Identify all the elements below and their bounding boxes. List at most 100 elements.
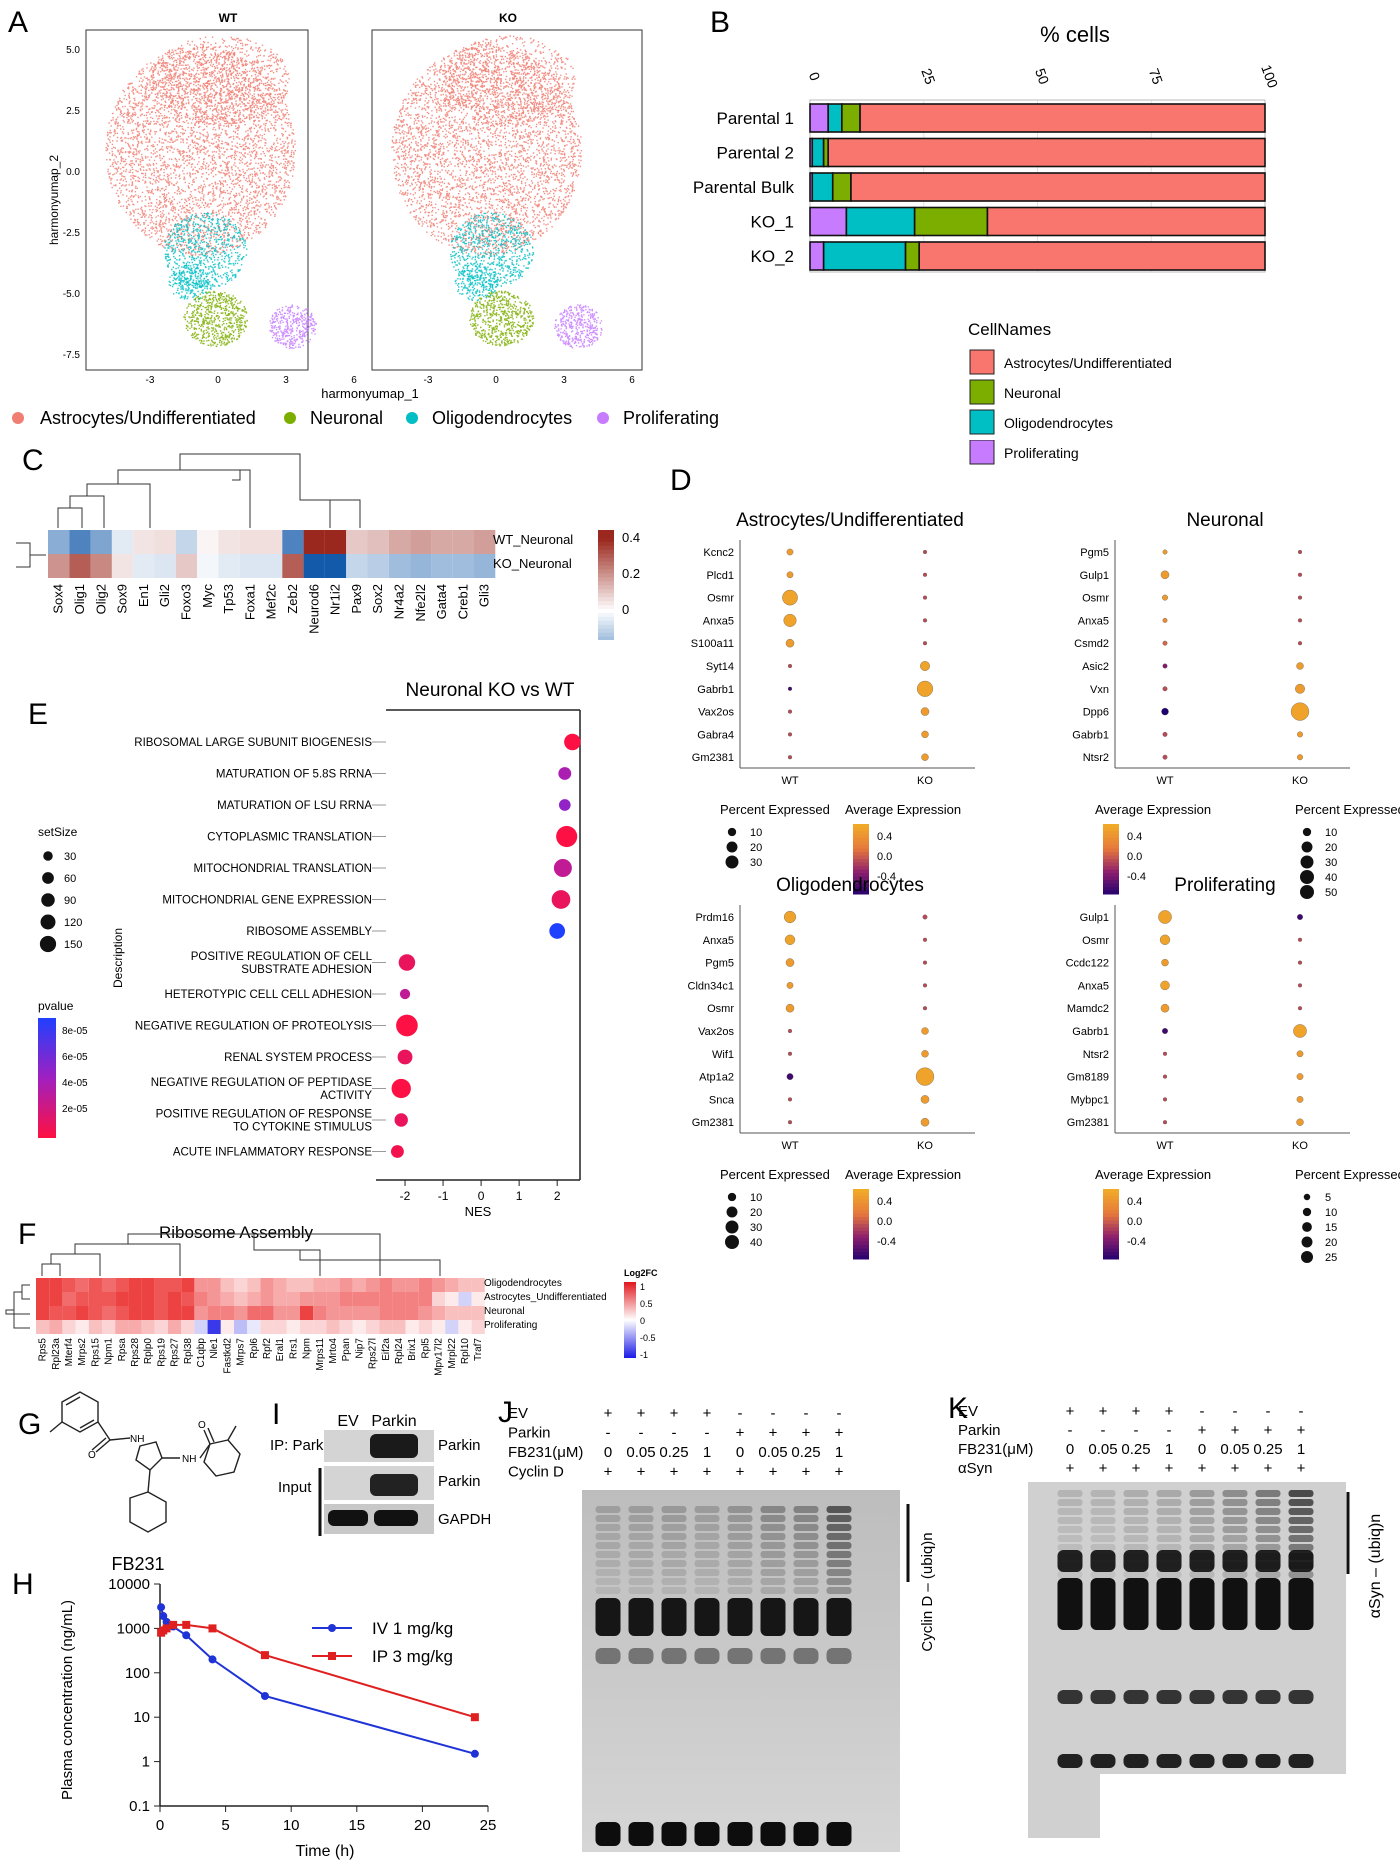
dotplot-dot-wt (1158, 910, 1172, 924)
heatmap-f-cell (154, 1292, 168, 1306)
blot-lane-value: + (1066, 1403, 1075, 1420)
gsea-term-label: ACUTE INFLAMMATORY RESPONSE (173, 1147, 372, 1159)
heatmap-f-cell (405, 1292, 419, 1306)
heatmap-c-col-label: Gli2 (157, 584, 172, 607)
bar-legend-label-neuronal: Neuronal (1004, 385, 1061, 401)
heatmap-f-col-label: C1qbp (196, 1338, 207, 1368)
dotplot-avg-scale-step (1103, 1252, 1119, 1256)
bar-segment (904, 241, 920, 271)
blot-ubiq-smear (628, 1524, 654, 1531)
panel-d-dotplots-svg: D Astrocytes/Undifferentiated Kcnc2 Plcd1 O… (670, 464, 1400, 1264)
heatmap-f-cell (128, 1278, 142, 1292)
bar-segment (809, 206, 848, 237)
dotplot-avg-scale-step (1103, 1234, 1119, 1239)
panel-i: I EV Parkin IP: Parkin Parkin Parkin GAP… (240, 1390, 491, 1550)
blot-ubiq-smear (727, 1515, 753, 1522)
blot-band (1255, 1550, 1281, 1572)
blot-lane-value: - (1233, 1403, 1238, 1420)
dotplot-dot-wt (787, 663, 793, 669)
dotplot-dot-wt (1162, 663, 1168, 669)
heatmap-c-scale-step (598, 545, 614, 551)
heatmap-c-scale-step (598, 628, 614, 634)
dotplot-dot-wt (1161, 707, 1169, 716)
heatmap-f-cell (75, 1306, 89, 1320)
blot-ubiq-smear (694, 1569, 720, 1576)
umap-cell-cluster (105, 45, 297, 256)
heatmap-f-col-label: Rpl6 (249, 1338, 260, 1359)
dotplot-dot-wt (1160, 1003, 1170, 1013)
blot-ubiq-smear (1123, 1571, 1149, 1578)
dotplot-x-label: WT (1156, 775, 1173, 787)
heatmap-c-scale-step (598, 561, 614, 567)
blot-ubiq-smear (826, 1551, 852, 1558)
dotplot-dot-wt (787, 1097, 793, 1102)
panel-g-structure-svg: G O NH NH O FB231 (18, 1391, 241, 1574)
blot-ubiq-smear (727, 1551, 753, 1558)
gsea-dot (397, 1049, 413, 1065)
blot-ubiq-smear (628, 1560, 654, 1567)
blot-lane-value: + (1132, 1460, 1141, 1477)
heatmap-c-col-label: Sox9 (115, 584, 130, 614)
pvalue-color-bar (38, 1018, 56, 1138)
blot-ubiq-smear (1255, 1499, 1281, 1506)
gsea-term-label: MATURATION OF 5.8S RRNA (216, 769, 372, 781)
heatmap-c-col-label: Sox2 (370, 584, 385, 614)
setsize-legend-tick: 30 (64, 851, 76, 863)
gsea-title: Neuronal KO vs WT (406, 680, 575, 701)
heatmap-c-scale-step (598, 565, 614, 570)
heatmap-f-cell (405, 1320, 419, 1334)
heatmap-c-scale-step (598, 636, 614, 642)
dotplot-avg-scale-step (853, 838, 869, 842)
dotplot-gene-label: Pgm5 (705, 958, 734, 970)
blot-band (826, 1648, 852, 1664)
pvalue-tick: 4e-05 (62, 1078, 88, 1089)
blot-ubiq-smear (1189, 1508, 1215, 1515)
dotplot-avg-scale-step (1103, 1241, 1119, 1246)
panel-letter-i: I (272, 1398, 280, 1431)
heatmap-f-cell (326, 1292, 340, 1306)
umap-wt-frame (85, 29, 309, 371)
atom-label: O (198, 1420, 206, 1431)
blot-lane-value: 1 (703, 1444, 711, 1461)
fb231-chemical-structure (49, 1391, 241, 1533)
blot-band (1156, 1690, 1182, 1704)
heatmap-f-cell (115, 1320, 129, 1334)
dotplot-avg-scale-step (1103, 883, 1119, 888)
blot-band (628, 1648, 654, 1664)
blot-ubiq-smear (1255, 1571, 1281, 1578)
dotplot-title: Oligodendrocytes (776, 875, 924, 896)
blot-band (1222, 1578, 1248, 1630)
dotplot-avg-scale-step (1103, 862, 1119, 867)
dotplot-avg-scale-step (1103, 1231, 1119, 1235)
dotplot-avg-scale-step (853, 873, 869, 877)
pk-x-tick-label: 0 (156, 1817, 164, 1834)
blot-ubiq-smear (793, 1524, 819, 1531)
gsea-term-label: TO CYTOKINE STIMULUS (233, 1122, 372, 1134)
heatmap-f-cell (154, 1306, 168, 1320)
panel-k: K EV + + + + - - - - Parkin - - - - + + + + FB231(μM) 0 0.05… (940, 1382, 1400, 1866)
gsea-term-label: MATURATION OF LSU RRNA (217, 800, 372, 812)
heatmap-f-cell (418, 1320, 432, 1334)
blot-band (1090, 1690, 1116, 1704)
heatmap-f-cell (392, 1292, 406, 1306)
dotplot-avg-legend-tick: -0.4 (1127, 1236, 1146, 1248)
heatmap-f-cell (366, 1292, 380, 1306)
blot-i-band-label: Parkin (438, 1473, 481, 1490)
heatmap-c-cell (431, 554, 453, 578)
heatmap-f-cell (300, 1320, 314, 1334)
blot-ubiq-smear (1123, 1490, 1149, 1497)
panel-letter-a: A (8, 6, 28, 39)
blot-band (694, 1648, 720, 1664)
heatmap-c-col-label: Nr1i2 (328, 584, 343, 615)
gsea-x-tick-label: -1 (438, 1189, 449, 1203)
heatmap-c-scale-tick: 0.4 (622, 530, 640, 545)
blot-lane-value: + (769, 1464, 778, 1481)
heatmap-f-cell (432, 1278, 446, 1292)
dotplot-pct-legend-dot (1302, 827, 1312, 837)
heatmap-f-cell (418, 1278, 432, 1292)
dotplot-gene-label: Syt14 (706, 661, 734, 673)
blot-i-lane-ev: EV (337, 1413, 359, 1430)
heatmap-f-row-label: Oligodendrocytes (484, 1278, 562, 1289)
blot-ubiq-smear (760, 1524, 786, 1531)
legend-dot-neuronal (284, 412, 296, 424)
